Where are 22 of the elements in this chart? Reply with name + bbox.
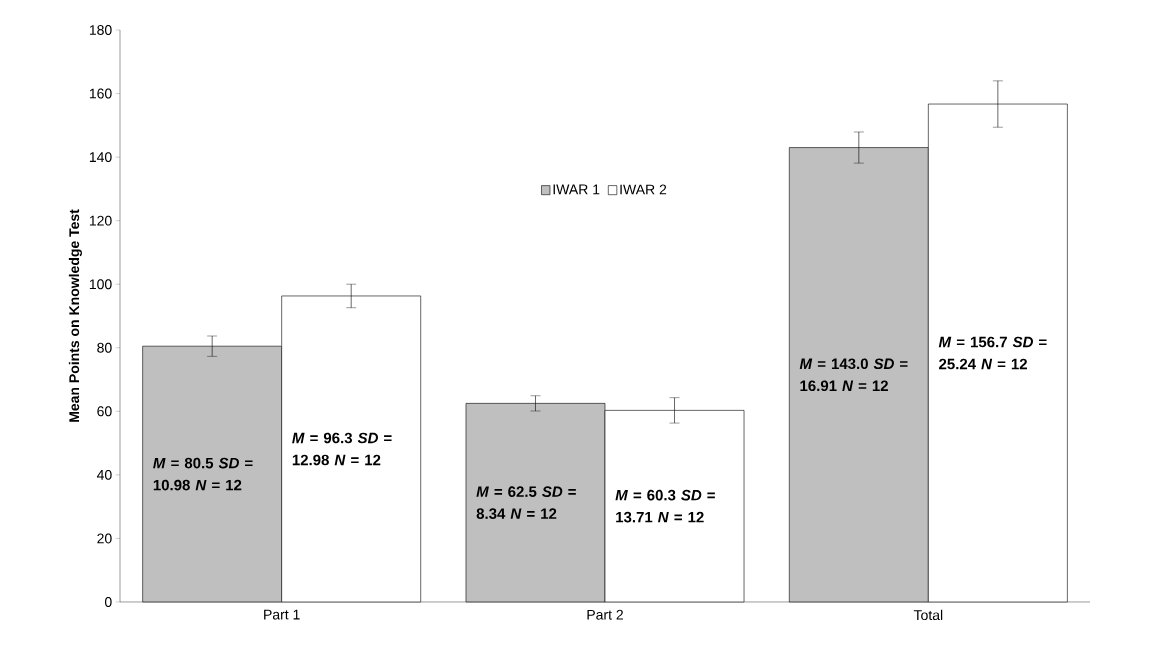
text: M = 143.0 SD = 16.91 N = 12 — [799, 358, 908, 392]
y-tick-label: 40 — [96, 469, 112, 480]
text: M = 96.3 SD = 12.98 N = 12 — [292, 432, 392, 466]
legend-label: IWAR 2 — [620, 184, 667, 195]
y-tick-label: 180 — [89, 25, 112, 35]
y-tick-label: 100 — [89, 279, 112, 290]
text: M = 62.5 SD = 8.34 N = 12 — [476, 486, 576, 520]
y-tick-label: 160 — [89, 88, 112, 99]
x-tick-label: Part 2 — [587, 609, 623, 620]
y-tick-label: 80 — [97, 342, 112, 353]
text: M = 80.5 SD = 10.98 N = 12 — [153, 457, 253, 491]
y-tick-label: 120 — [89, 215, 112, 226]
x-tick-label: Total — [913, 609, 943, 621]
y-tick-label: 0 — [104, 597, 112, 607]
y-tick-label: 140 — [89, 152, 112, 163]
x-tick-label: Part 1 — [264, 609, 300, 620]
y-tick-label: 60 — [97, 406, 112, 417]
legend-label: IWAR 1 — [553, 184, 600, 195]
y-tick-label: 20 — [97, 533, 112, 544]
y-axis-title: Mean Points on Knowledge Test — [68, 209, 82, 422]
text: M = 60.3 SD = 13.71 N = 12 — [615, 489, 715, 523]
text: M = 156.7 SD = 25.24 N = 12 — [938, 336, 1047, 370]
